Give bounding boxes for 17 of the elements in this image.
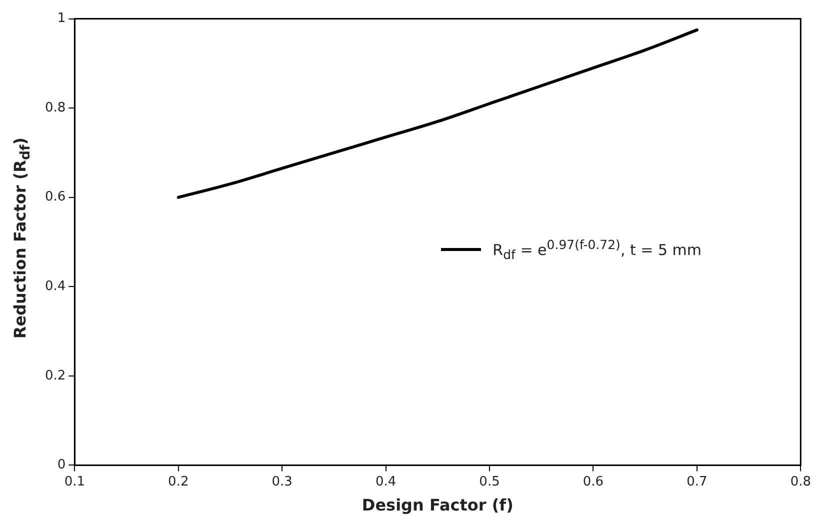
legend-label: R$_{df}$ = e$^{0.97(f-0.72)}$, t = 5 mm xyxy=(492,237,702,262)
y-tick-label: 0.6 xyxy=(44,190,66,205)
x-tick-label: 0.3 xyxy=(272,474,292,490)
y-tick-label: 1 xyxy=(57,11,66,26)
x-tick-label: 0.1 xyxy=(64,474,86,490)
x-tick-label: 0.2 xyxy=(168,474,189,490)
y-tick-label: 0 xyxy=(57,458,66,473)
line-series xyxy=(176,28,698,199)
x-tick-label: 0.6 xyxy=(582,474,604,490)
x-axis-title: Design Factor (f) xyxy=(362,496,514,515)
y-tick-label: 0.2 xyxy=(44,368,66,384)
y-tick-label: 0.4 xyxy=(44,279,66,294)
x-tick-label: 0.4 xyxy=(375,474,396,490)
y-tick-label: 0.8 xyxy=(44,100,66,116)
x-tick-label: 0.7 xyxy=(686,474,708,490)
x-tick-label: 0.8 xyxy=(790,474,812,490)
x-tick-label: 0.5 xyxy=(479,474,500,490)
